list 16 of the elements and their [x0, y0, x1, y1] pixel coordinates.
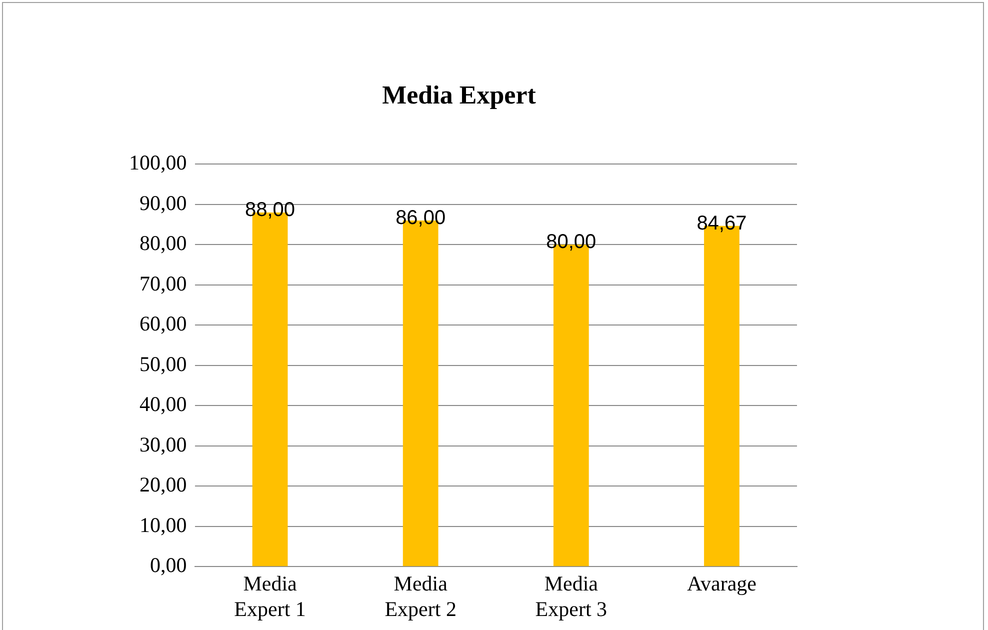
y-tick-label: 80,00	[140, 231, 187, 256]
y-tick-label: 10,00	[140, 512, 187, 537]
x-tick-label: Media Expert 2	[384, 572, 456, 621]
x-tick-label: Media Expert 1	[234, 572, 306, 621]
y-tick-label: 30,00	[140, 432, 187, 456]
y-tick-label: 60,00	[140, 312, 187, 336]
y-tick-label: 20,00	[140, 472, 187, 497]
y-tick-label: 100,00	[129, 150, 187, 175]
x-tick-label: Media Expert 3	[535, 572, 608, 621]
x-tick-label: Avarage	[686, 572, 756, 596]
y-tick-label: 90,00	[140, 190, 187, 215]
y-tick-label: 50,00	[140, 352, 187, 376]
y-tick-label: 0,00	[150, 553, 187, 578]
y-tick-label: 40,00	[140, 392, 187, 416]
chart-title: Media Expert	[382, 80, 536, 110]
y-tick-label: 70,00	[140, 271, 187, 296]
